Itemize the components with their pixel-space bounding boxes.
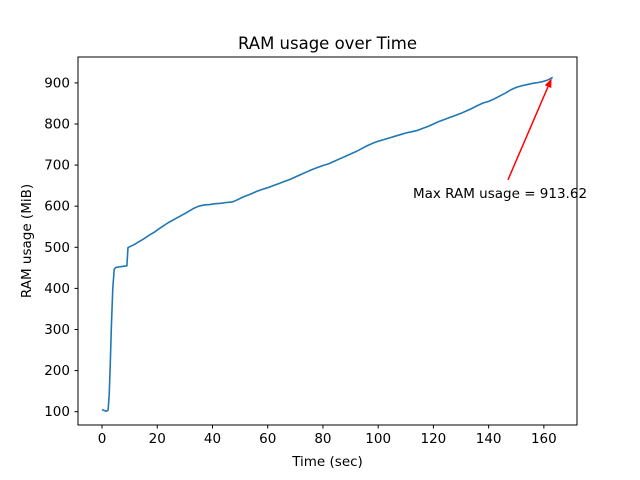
y-tick-label: 600	[44, 199, 70, 215]
x-tick-label: 20	[149, 431, 166, 447]
annotation-label: Max RAM usage = 913.62	[413, 186, 587, 202]
x-tick-label: 40	[204, 431, 221, 447]
y-tick-label: 900	[44, 75, 70, 91]
arrow-shaft	[507, 86, 549, 181]
chart-title: RAM usage over Time	[238, 34, 417, 53]
y-tick-label: 500	[44, 240, 70, 256]
max-annotation: Max RAM usage = 913.62	[413, 78, 587, 202]
annotation-arrow-icon	[507, 78, 552, 181]
x-tick-label: 60	[259, 431, 276, 447]
plot-border	[77, 56, 578, 426]
ram-usage-line	[101, 76, 554, 413]
y-tick-label: 400	[44, 281, 70, 297]
x-tick-label: 160	[531, 431, 557, 447]
plot-area	[78, 57, 577, 425]
x-tick-label: 100	[365, 431, 391, 447]
y-tick-label: 300	[44, 322, 70, 338]
axis-ticks: 0 20 40 60 80 100 120 140 160 100 200 300 400 500 600 7…	[44, 75, 557, 447]
x-axis-label: Time (sec)	[291, 454, 363, 470]
y-axis-label: RAM usage (MiB)	[19, 184, 35, 298]
x-tick-label: 0	[98, 431, 107, 447]
y-tick-label: 200	[44, 363, 70, 379]
y-tick-label: 700	[44, 158, 70, 174]
x-tick-label: 120	[421, 431, 447, 447]
y-tick-label: 800	[44, 116, 70, 132]
x-tick-label: 80	[314, 431, 331, 447]
y-tick-label: 100	[44, 404, 70, 420]
series-RAM usage	[101, 76, 554, 413]
arrow-head	[544, 78, 552, 89]
x-tick-label: 140	[476, 431, 502, 447]
